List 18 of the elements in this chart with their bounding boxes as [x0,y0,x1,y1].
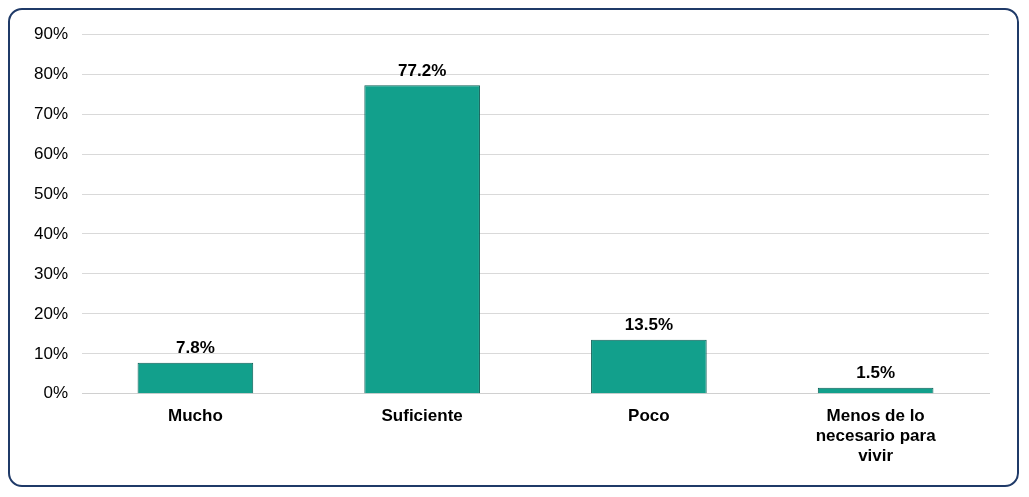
data-label: 1.5% [856,362,895,382]
y-tick-label: 80% [33,63,69,83]
x-tick-label: Menos de lo necesario para vivir [815,405,937,466]
x-tick-label: Mucho [168,405,223,425]
y-tick-label: 40% [33,223,69,243]
data-label: 77.2% [398,60,447,80]
y-tick-label: 20% [33,303,69,323]
y-tick-label: 60% [33,143,69,163]
x-tick-label: Suficiente [381,405,463,425]
y-tick-label: 10% [33,343,69,363]
y-tick-label: 70% [33,103,69,123]
data-label: 7.8% [176,337,215,357]
y-tick-label: 30% [33,263,69,283]
x-tick-label: Poco [628,405,670,425]
data-label: 13.5% [624,315,673,335]
y-tick-label: 50% [33,183,69,203]
y-tick-label: 0% [43,383,69,403]
y-tick-label: 90% [33,23,69,43]
